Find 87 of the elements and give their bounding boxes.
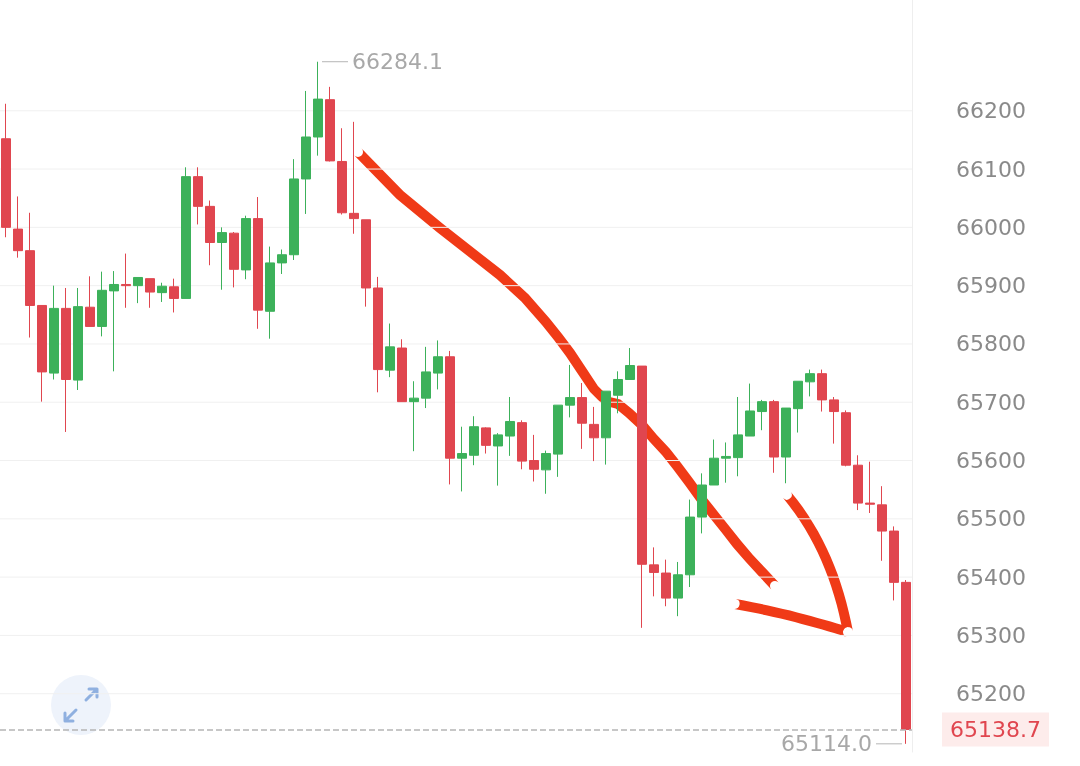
candlestick bbox=[253, 196, 263, 330]
annotation: 65114.0 bbox=[781, 731, 872, 757]
y-tick-label: 66200 bbox=[956, 98, 1026, 124]
y-tick-label: 65900 bbox=[956, 273, 1026, 299]
candlestick bbox=[409, 380, 419, 452]
candlestick bbox=[769, 399, 779, 474]
y-tick-label: 65300 bbox=[956, 622, 1026, 648]
candlestick bbox=[85, 275, 95, 327]
candlestick bbox=[289, 158, 299, 261]
candlestick bbox=[505, 396, 515, 457]
candlestick bbox=[889, 525, 899, 601]
candlestick bbox=[901, 579, 911, 745]
candlestick bbox=[445, 350, 455, 485]
candlestick bbox=[325, 86, 335, 162]
candlestick bbox=[709, 439, 719, 486]
candlestick bbox=[277, 249, 287, 275]
candlestick bbox=[661, 559, 671, 607]
candlestick bbox=[121, 253, 131, 309]
candlestick bbox=[61, 287, 71, 433]
candlestick bbox=[217, 226, 227, 291]
annotation: 66284.1 bbox=[352, 49, 443, 75]
candlestick bbox=[733, 396, 743, 477]
candlestick bbox=[181, 166, 191, 299]
candlestick bbox=[397, 338, 407, 403]
candlestick bbox=[241, 215, 251, 280]
y-tick-label: 65400 bbox=[956, 564, 1026, 590]
candlestick bbox=[541, 450, 551, 495]
candlestick bbox=[577, 382, 587, 450]
y-tick-label: 65200 bbox=[956, 681, 1026, 707]
candlestick bbox=[529, 434, 539, 483]
candlestick bbox=[613, 370, 623, 414]
candlestick bbox=[361, 219, 371, 308]
y-tick-label: 66100 bbox=[956, 156, 1026, 182]
candlestick bbox=[841, 409, 851, 467]
candlestick bbox=[421, 346, 431, 409]
candlestick bbox=[817, 369, 827, 413]
candlestick bbox=[133, 276, 143, 304]
candlestick bbox=[301, 90, 311, 215]
y-tick-label: 65700 bbox=[956, 389, 1026, 415]
candlestick bbox=[805, 369, 815, 397]
candlestick bbox=[757, 399, 767, 431]
y-tick-label: 65600 bbox=[956, 448, 1026, 474]
candlestick bbox=[865, 461, 875, 514]
candlestick bbox=[745, 383, 755, 437]
candlestick bbox=[265, 246, 275, 340]
candlestick bbox=[721, 441, 731, 484]
candlestick bbox=[97, 271, 107, 337]
candlestick bbox=[625, 347, 635, 380]
y-tick-label: 65800 bbox=[956, 331, 1026, 357]
candlestick bbox=[1, 103, 11, 238]
candlestick bbox=[589, 406, 599, 462]
candlestick bbox=[37, 304, 47, 403]
candlestick bbox=[229, 231, 239, 288]
candlestick bbox=[109, 270, 119, 372]
candlestick bbox=[553, 404, 563, 478]
candlestick bbox=[481, 426, 491, 455]
candlestick bbox=[337, 127, 347, 216]
candlestick bbox=[157, 282, 167, 303]
candlestick bbox=[469, 415, 479, 466]
candlestick bbox=[517, 419, 527, 470]
y-tick-label: 65500 bbox=[956, 506, 1026, 532]
candlestick bbox=[205, 200, 215, 266]
candlestick bbox=[853, 454, 863, 511]
candlestick bbox=[373, 276, 383, 393]
candlestick bbox=[649, 546, 659, 597]
candlestick bbox=[673, 561, 683, 617]
candlestick bbox=[349, 121, 359, 235]
candlestick bbox=[493, 432, 503, 487]
candlestick bbox=[433, 339, 443, 390]
candlestick bbox=[73, 287, 83, 391]
ref-line-label: 65138.7 bbox=[950, 716, 1041, 742]
candlestick bbox=[877, 485, 887, 562]
candlestick bbox=[781, 407, 791, 484]
candlestick bbox=[49, 285, 59, 380]
candlestick bbox=[385, 323, 395, 378]
candlestick bbox=[685, 499, 695, 588]
candlestick bbox=[829, 396, 839, 445]
y-tick-label: 66000 bbox=[956, 214, 1026, 240]
candlestick bbox=[793, 380, 803, 434]
candlestick bbox=[193, 166, 203, 225]
candlestick bbox=[169, 278, 179, 313]
candlestick bbox=[457, 426, 467, 492]
candlestick bbox=[13, 195, 23, 259]
candlestick bbox=[25, 212, 35, 339]
candlestick bbox=[565, 364, 575, 418]
candlestick bbox=[313, 61, 323, 157]
candlestick bbox=[145, 278, 155, 309]
